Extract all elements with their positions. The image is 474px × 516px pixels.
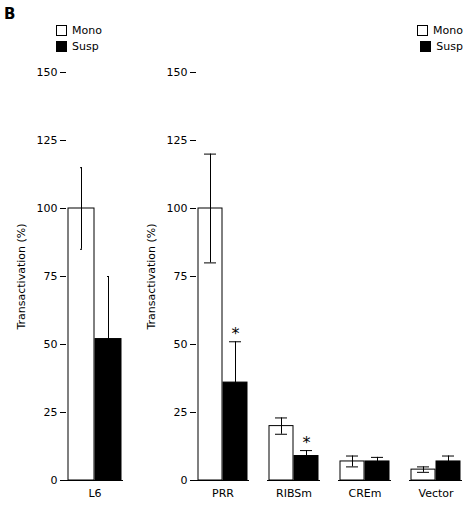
svg-text:25: 25 xyxy=(44,406,58,419)
svg-text:75: 75 xyxy=(44,270,58,283)
html-text:Mono: Mono xyxy=(72,24,102,37)
svg-text:Transactivation (%): Transactivation (%) xyxy=(145,223,158,330)
svg-text:L6: L6 xyxy=(88,487,101,500)
svg-text:75: 75 xyxy=(174,270,188,283)
html-text:Susp: Susp xyxy=(436,40,463,53)
svg-text:0: 0 xyxy=(181,474,188,487)
svg-text:50: 50 xyxy=(174,338,188,351)
svg-text:150: 150 xyxy=(167,66,188,79)
svg-text:50: 50 xyxy=(44,338,58,351)
svg-text:Transactivation (%): Transactivation (%) xyxy=(15,223,28,330)
svg-text:25: 25 xyxy=(174,406,188,419)
svg-text:*: * xyxy=(303,433,311,452)
svg-text:0: 0 xyxy=(51,474,58,487)
html-text:Mono: Mono xyxy=(433,24,463,37)
svg-text:RIBSm: RIBSm xyxy=(276,487,312,500)
svg-text:100: 100 xyxy=(167,202,188,215)
svg-text:*: * xyxy=(232,324,240,343)
html-text:B: B xyxy=(4,5,16,23)
svg-text:125: 125 xyxy=(167,134,188,147)
svg-text:CREm: CREm xyxy=(349,487,382,500)
svg-text:100: 100 xyxy=(37,202,58,215)
svg-text:125: 125 xyxy=(37,134,58,147)
svg-text:PRR: PRR xyxy=(212,487,234,500)
svg-text:Vector: Vector xyxy=(418,487,454,500)
svg-text:150: 150 xyxy=(37,66,58,79)
html-text:Susp: Susp xyxy=(72,40,99,53)
